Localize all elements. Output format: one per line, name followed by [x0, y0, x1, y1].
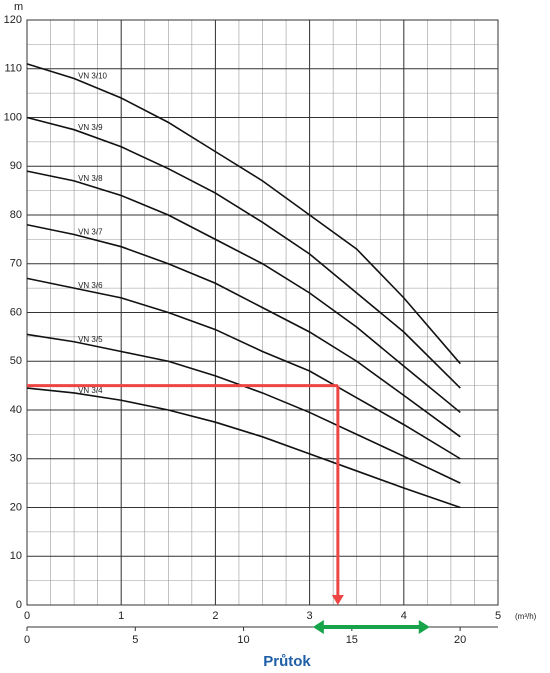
- x-axis-label: (m³/h): [515, 612, 537, 621]
- arrowhead: [331, 595, 344, 605]
- x2-tick-label: 20: [454, 634, 466, 646]
- curve: [26, 170, 461, 414]
- curve: [26, 223, 461, 438]
- x-tick-label: 1: [118, 610, 124, 622]
- y-tick-label: 120: [4, 14, 22, 26]
- curve-label: VN 3/10: [78, 72, 107, 81]
- curve: [26, 63, 461, 365]
- y-tick-label: 90: [10, 160, 22, 172]
- curve-label: VN 3/7: [78, 228, 103, 237]
- chart-title: Průtok: [263, 653, 311, 670]
- y-tick-label: 30: [10, 453, 22, 465]
- y-tick-label: 70: [10, 258, 22, 270]
- curve: [26, 116, 461, 389]
- x2-tick-label: 15: [346, 634, 358, 646]
- x2-tick-label: 10: [237, 634, 249, 646]
- x-tick-label: 0: [24, 610, 30, 622]
- curve-label: VN 3/8: [78, 174, 103, 183]
- curve: [26, 387, 461, 509]
- y-tick-label: 100: [4, 111, 22, 123]
- y-tick-label: 20: [10, 501, 22, 513]
- y-tick-label: 10: [10, 550, 22, 562]
- x2-tick-label: 5: [132, 634, 138, 646]
- y-tick-label: 80: [10, 209, 22, 221]
- y-tick-label: 110: [4, 63, 22, 75]
- y-axis-label: m: [14, 1, 23, 13]
- x-tick-label: 5: [495, 610, 501, 622]
- y-tick-label: 50: [10, 355, 22, 367]
- arrowhead: [312, 620, 324, 634]
- curve-label: VN 3/9: [78, 123, 103, 132]
- arrowhead: [418, 620, 430, 634]
- y-tick-label: 40: [10, 404, 22, 416]
- x-tick-label: 2: [212, 610, 218, 622]
- curve: [26, 277, 461, 460]
- x-tick-label: 4: [401, 610, 407, 622]
- curve-label: VN 3/6: [78, 281, 103, 290]
- x-tick-label: 3: [307, 610, 313, 622]
- x2-tick-label: 0: [24, 634, 30, 646]
- curve-label: VN 3/5: [78, 335, 103, 344]
- y-tick-label: 0: [16, 599, 22, 611]
- y-tick-label: 60: [10, 306, 22, 318]
- curve-label: VN 3/4: [78, 386, 103, 395]
